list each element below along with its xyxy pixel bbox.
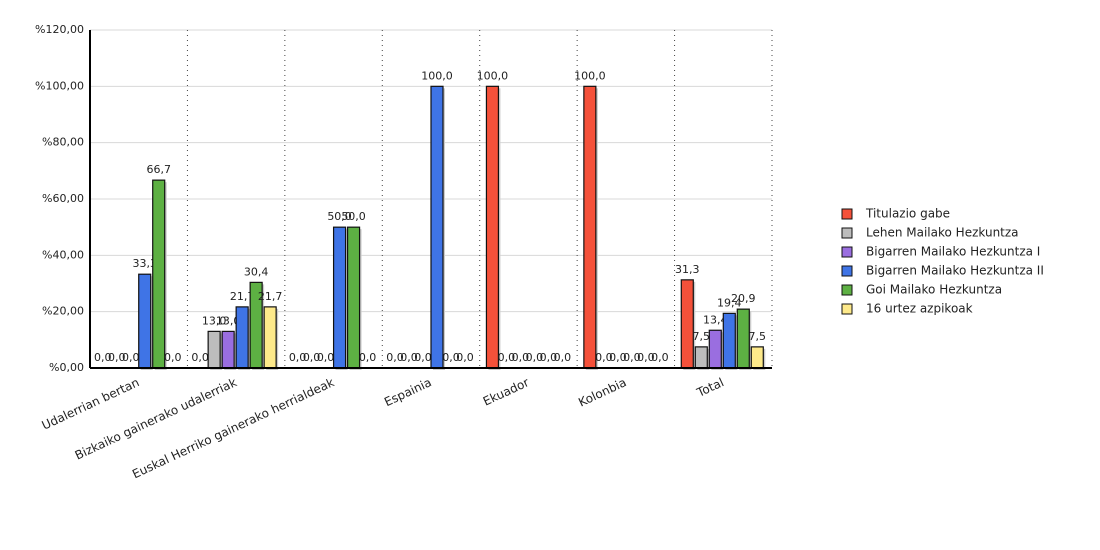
legend-swatch <box>841 303 853 315</box>
bar <box>485 85 500 369</box>
x-tick-label: Espainia <box>382 375 434 409</box>
value-label: 0,0 <box>526 351 544 364</box>
value-label: 0,0 <box>164 351 182 364</box>
value-label: 0,0 <box>512 351 530 364</box>
value-label: 66,7 <box>146 163 171 176</box>
value-label: 0,0 <box>609 351 627 364</box>
x-tick-label: Ekuador <box>481 375 531 408</box>
y-tick-label: %40,00 <box>42 248 84 261</box>
bar <box>694 346 708 369</box>
legend-label: Titulazio gabe <box>865 207 950 221</box>
value-label: 100,0 <box>421 69 453 82</box>
value-label: 0,0 <box>191 351 209 364</box>
value-label: 0,0 <box>498 351 516 364</box>
y-tick-label: %80,00 <box>42 136 84 149</box>
y-tick-label: %100,00 <box>35 79 84 92</box>
bar <box>263 306 277 369</box>
legend-swatch <box>841 265 853 277</box>
bar <box>722 312 736 369</box>
value-label: 0,0 <box>651 351 669 364</box>
value-label: 0,0 <box>400 351 418 364</box>
bar <box>750 346 764 369</box>
x-tick-label: Kolonbia <box>576 375 628 409</box>
bar <box>152 179 166 369</box>
value-label: 13,0 <box>202 314 227 327</box>
legend-label: Lehen Mailako Hezkuntza <box>866 226 1019 240</box>
y-tick-label: %0,00 <box>49 361 84 374</box>
bar <box>680 279 694 369</box>
bar <box>430 85 444 369</box>
legend-label: Goi Mailako Hezkuntza <box>866 283 1002 297</box>
value-label: 20,9 <box>731 292 756 305</box>
value-label: 21,7 <box>258 290 283 303</box>
bar <box>207 330 221 369</box>
bar <box>736 308 750 369</box>
value-label: 50,0 <box>341 210 366 223</box>
value-label: 31,3 <box>675 263 700 276</box>
value-label: 0,0 <box>554 351 572 364</box>
y-tick-label: %120,00 <box>35 23 84 36</box>
value-label: 100,0 <box>574 69 606 82</box>
value-label: 7,5 <box>693 330 711 343</box>
value-label: 0,0 <box>623 351 641 364</box>
value-label: 0,0 <box>108 351 126 364</box>
legend-swatch <box>841 208 853 220</box>
value-label: 0,0 <box>386 351 404 364</box>
x-tick-label: Bizkaiko gainerako udalerriak <box>73 375 239 462</box>
legend-label: Bigarren Mailako Hezkuntza I <box>866 245 1040 259</box>
legend-swatch <box>841 227 853 239</box>
value-label: 0,0 <box>94 351 112 364</box>
bar <box>221 330 235 369</box>
value-label: 19,4 <box>717 296 742 309</box>
bar <box>708 329 722 369</box>
value-label: 33,3 <box>132 257 157 270</box>
bar <box>332 226 347 369</box>
y-tick-label: %20,00 <box>42 305 84 318</box>
value-label: 0,0 <box>637 351 655 364</box>
value-label: 0,0 <box>442 351 460 364</box>
value-label: 0,0 <box>456 351 474 364</box>
legend-label: Bigarren Mailako Hezkuntza II <box>866 264 1044 278</box>
value-label: 0,0 <box>317 351 335 364</box>
value-label: 50,0 <box>327 210 352 223</box>
value-label: 7,5 <box>749 330 767 343</box>
value-label: 13,0 <box>216 314 241 327</box>
value-label: 0,0 <box>540 351 558 364</box>
value-label: 0,0 <box>122 351 140 364</box>
bar <box>583 85 597 369</box>
legend-label: 16 urtez azpikoak <box>866 302 973 316</box>
value-label: 100,0 <box>477 69 509 82</box>
legend-swatch <box>841 246 853 258</box>
x-tick-label: Euskal Herriko gainerako herrialdeak <box>130 375 336 481</box>
value-label: 0,0 <box>303 351 321 364</box>
value-label: 0,0 <box>359 351 377 364</box>
bar <box>138 273 152 369</box>
bar <box>235 306 249 369</box>
value-label: 0,0 <box>289 351 307 364</box>
y-tick-label: %60,00 <box>42 192 84 205</box>
value-label: 0,0 <box>595 351 613 364</box>
value-label: 0,0 <box>414 351 432 364</box>
value-label: 21,7 <box>230 290 255 303</box>
value-label: 13,4 <box>703 313 728 326</box>
bar <box>346 226 361 369</box>
legend-swatch <box>841 284 853 296</box>
x-tick-label: Total <box>694 375 726 400</box>
value-label: 30,4 <box>244 265 269 278</box>
